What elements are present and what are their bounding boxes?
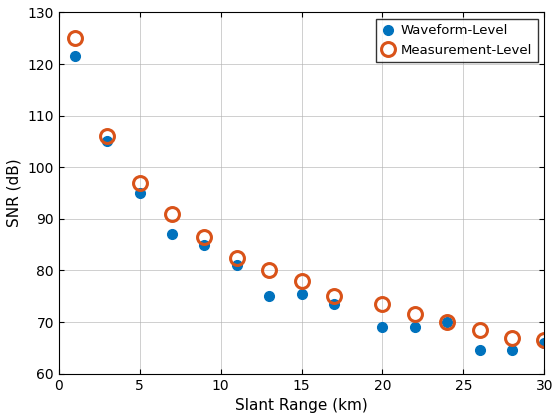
Measurement-Level [379, 302, 386, 307]
Measurement-Level [266, 268, 273, 273]
Waveform-Level [508, 348, 515, 353]
Measurement-Level [330, 294, 337, 299]
Measurement-Level [137, 180, 143, 185]
Waveform-Level [169, 232, 175, 237]
Measurement-Level [201, 234, 208, 239]
Waveform-Level [412, 325, 418, 330]
Legend: Waveform-Level, Measurement-Level: Waveform-Level, Measurement-Level [376, 19, 538, 62]
Waveform-Level [330, 302, 337, 307]
Line: Waveform-Level: Waveform-Level [70, 51, 549, 355]
Y-axis label: SNR (dB): SNR (dB) [7, 159, 22, 227]
Waveform-Level [72, 54, 78, 59]
Waveform-Level [476, 348, 483, 353]
Measurement-Level [476, 327, 483, 332]
Waveform-Level [541, 340, 548, 345]
X-axis label: Slant Range (km): Slant Range (km) [235, 398, 368, 413]
Measurement-Level [104, 134, 111, 139]
Waveform-Level [298, 291, 305, 296]
Measurement-Level [298, 278, 305, 283]
Measurement-Level [72, 36, 78, 41]
Waveform-Level [234, 263, 240, 268]
Waveform-Level [104, 139, 111, 144]
Waveform-Level [444, 320, 451, 325]
Line: Measurement-Level: Measurement-Level [68, 32, 551, 347]
Waveform-Level [266, 294, 273, 299]
Measurement-Level [412, 312, 418, 317]
Waveform-Level [201, 242, 208, 247]
Waveform-Level [379, 325, 386, 330]
Measurement-Level [508, 335, 515, 340]
Measurement-Level [169, 211, 175, 216]
Measurement-Level [541, 338, 548, 343]
Measurement-Level [234, 255, 240, 260]
Measurement-Level [444, 320, 451, 325]
Waveform-Level [137, 191, 143, 196]
